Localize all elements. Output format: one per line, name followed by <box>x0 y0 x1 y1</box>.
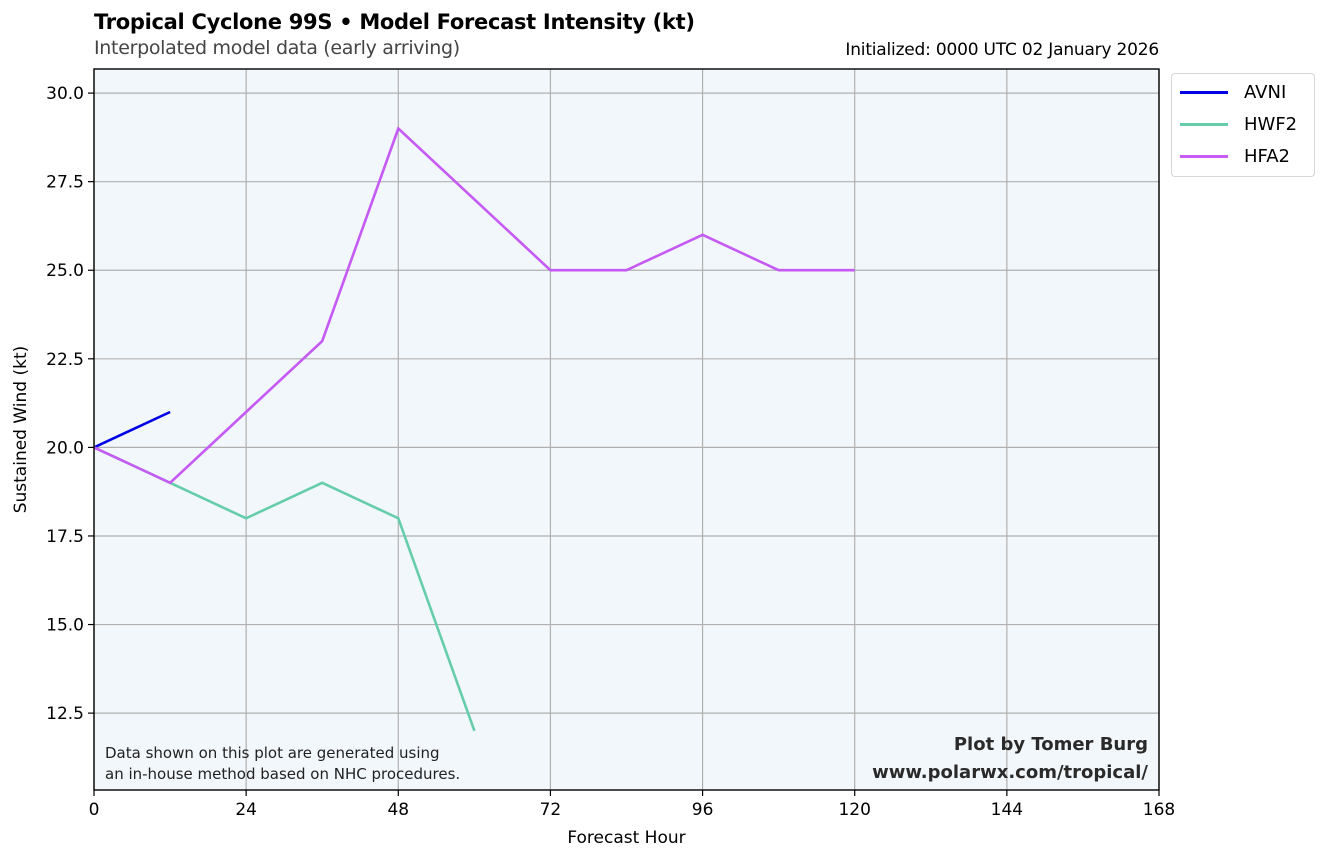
x-tick-label: 96 <box>692 800 714 820</box>
legend-swatch-hfa2 <box>1180 154 1228 158</box>
chart-subtitle: Interpolated model data (early arriving) <box>94 37 460 59</box>
x-tick-label: 120 <box>838 800 870 820</box>
initialized-time: Initialized: 0000 UTC 02 January 2026 <box>845 40 1159 60</box>
x-tick-label: 24 <box>235 800 257 820</box>
y-tick-label: 25.0 <box>46 261 84 281</box>
y-tick-label: 27.5 <box>46 173 84 193</box>
legend-item-hfa2[interactable]: HFA2 <box>1180 144 1290 168</box>
legend-label-hfa2: HFA2 <box>1244 145 1291 167</box>
y-tick-label: 15.0 <box>46 616 84 636</box>
legend-item-avni[interactable]: AVNI <box>1180 80 1286 104</box>
legend-label-avni: AVNI <box>1244 81 1287 103</box>
plot-area <box>94 69 1159 790</box>
y-tick-label: 12.5 <box>46 704 84 724</box>
legend-swatch-avni <box>1180 90 1228 94</box>
x-tick-label: 72 <box>540 800 562 820</box>
y-tick-label: 30.0 <box>46 84 84 104</box>
x-axis-label: Forecast Hour <box>567 828 685 848</box>
series-lines <box>93 126 855 732</box>
credit-line-1: Plot by Tomer Burg <box>954 734 1148 755</box>
series-line-hfa2 <box>93 126 855 485</box>
chart-title: Tropical Cyclone 99S • Model Forecast In… <box>94 10 695 34</box>
axes: 0 24 48 72 96 120 144 168 12.5 15.0 17.5 20.0 22.5 25… <box>46 84 1175 820</box>
x-tick-label: 168 <box>1143 800 1175 820</box>
credit-line-2: www.polarwx.com/tropical/ <box>872 762 1148 783</box>
y-tick-label: 22.5 <box>46 350 84 370</box>
disclaimer-line-1: Data shown on this plot are generated us… <box>105 744 440 762</box>
legend-item-hwf2[interactable]: HWF2 <box>1180 112 1297 136</box>
legend-swatch-hwf2 <box>1180 122 1228 126</box>
legend-label-hwf2: HWF2 <box>1244 113 1298 135</box>
series-line-avni <box>93 410 171 449</box>
disclaimer-line-2: an in-house method based on NHC procedur… <box>105 765 460 783</box>
x-tick-label: 144 <box>991 800 1023 820</box>
y-axis-label: Sustained Wind (kt) <box>11 346 31 514</box>
legend: AVNI HWF2 HFA2 <box>1171 73 1315 177</box>
plot-frame <box>93 68 1160 791</box>
x-tick-label: 48 <box>387 800 409 820</box>
y-tick-label: 17.5 <box>46 527 84 547</box>
y-tick-label: 20.0 <box>46 438 84 458</box>
x-tick-label: 0 <box>89 800 100 820</box>
